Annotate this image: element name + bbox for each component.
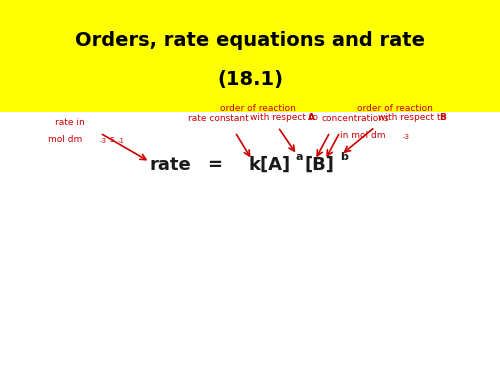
- Text: with respect to: with respect to: [250, 113, 321, 122]
- Text: b: b: [340, 152, 348, 162]
- Text: s: s: [110, 135, 114, 144]
- Text: -3: -3: [403, 134, 410, 140]
- Text: concentrations: concentrations: [321, 114, 389, 123]
- Text: order of reaction: order of reaction: [220, 104, 296, 113]
- FancyBboxPatch shape: [0, 0, 500, 112]
- Text: in mol dm: in mol dm: [340, 131, 386, 140]
- Text: Orders, rate equations and rate: Orders, rate equations and rate: [75, 30, 425, 50]
- Text: rate constant: rate constant: [188, 114, 248, 123]
- Text: (18.1): (18.1): [217, 70, 283, 90]
- Text: [B]: [B]: [305, 156, 335, 174]
- Text: mol dm: mol dm: [48, 135, 82, 144]
- Text: A: A: [308, 113, 315, 122]
- Text: order of reaction: order of reaction: [357, 104, 433, 113]
- Text: =: =: [208, 156, 222, 174]
- Text: B: B: [439, 113, 446, 122]
- Text: k[A]: k[A]: [248, 156, 290, 174]
- Text: -3: -3: [100, 138, 107, 144]
- Text: rate: rate: [149, 156, 191, 174]
- Text: rate in: rate in: [55, 118, 85, 127]
- Text: a: a: [296, 152, 304, 162]
- Text: -1: -1: [118, 138, 125, 144]
- Text: with respect to: with respect to: [378, 113, 449, 122]
